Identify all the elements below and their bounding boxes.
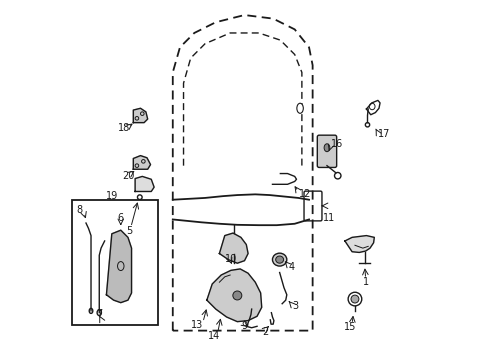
Ellipse shape	[275, 256, 283, 263]
Polygon shape	[135, 176, 154, 192]
Text: 7: 7	[96, 310, 102, 319]
Polygon shape	[106, 230, 131, 303]
Text: 6: 6	[118, 213, 123, 222]
Ellipse shape	[232, 291, 241, 300]
Text: 12: 12	[298, 189, 311, 199]
Text: 14: 14	[207, 331, 220, 341]
Text: 2: 2	[262, 327, 268, 337]
Text: 18: 18	[117, 123, 129, 133]
Ellipse shape	[296, 103, 303, 113]
Text: 17: 17	[377, 129, 389, 139]
Ellipse shape	[350, 295, 358, 303]
FancyBboxPatch shape	[72, 200, 158, 325]
Text: 10: 10	[224, 254, 237, 264]
Text: 9: 9	[241, 321, 247, 331]
Ellipse shape	[324, 144, 329, 152]
Text: 1: 1	[363, 277, 369, 287]
Polygon shape	[133, 108, 147, 123]
Text: 16: 16	[330, 139, 343, 149]
FancyBboxPatch shape	[317, 135, 336, 167]
Text: 19: 19	[106, 191, 118, 201]
Text: 11: 11	[323, 213, 335, 222]
Text: 13: 13	[191, 320, 203, 330]
Polygon shape	[344, 235, 373, 252]
Ellipse shape	[272, 253, 286, 266]
Text: 8: 8	[76, 206, 82, 216]
Text: 4: 4	[288, 262, 294, 272]
Text: 20: 20	[122, 171, 134, 181]
Polygon shape	[219, 233, 247, 263]
Polygon shape	[206, 269, 261, 321]
Text: 5: 5	[126, 226, 133, 236]
Polygon shape	[133, 156, 150, 169]
Text: 3: 3	[292, 301, 298, 311]
Text: 15: 15	[344, 322, 356, 332]
